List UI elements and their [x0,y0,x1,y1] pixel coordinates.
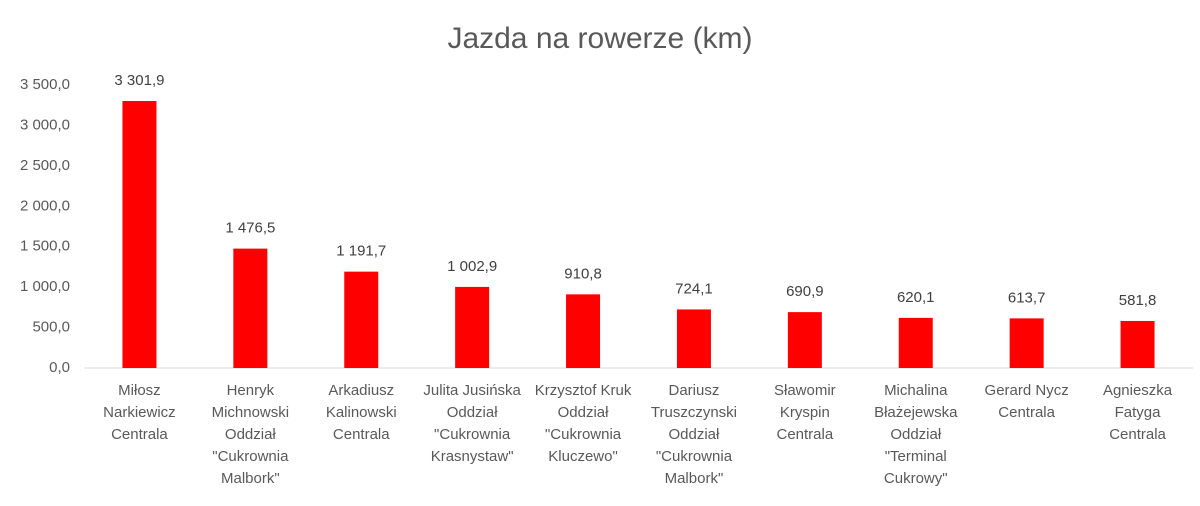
bar [787,312,822,368]
y-tick-label: 3 000,0 [20,116,70,133]
bar [566,294,601,368]
x-tick-label: Julita Jusińska Oddział "Cukrownia Krasn… [423,382,521,465]
x-tick-label: Michalina Błażejewska Oddział "Terminal … [874,382,958,487]
x-tick-label: Arkadiusz Kalinowski Centrala [325,382,397,443]
data-label: 910,8 [564,265,602,282]
bar [898,317,933,368]
x-tick-label: Miłosz Narkiewicz Centrala [103,382,176,443]
data-label: 620,1 [897,289,935,306]
x-tick-label: Sławomir Kryspin Centrala [774,382,836,443]
y-tick-label: 1 500,0 [20,238,70,255]
data-label: 581,8 [1119,292,1157,309]
y-tick-label: 1 000,0 [20,278,70,295]
chart-title: Jazda na rowerze (km) [447,22,752,55]
bar [122,101,157,369]
data-label: 613,7 [1008,289,1046,306]
data-label: 724,1 [675,280,713,297]
x-tick-label: Agnieszka Fatyga Centrala [1102,382,1173,443]
y-tick-label: 0,0 [49,359,70,376]
bar [344,271,379,368]
data-label: 3 301,9 [114,72,164,89]
x-tick-label: Krzysztof Kruk Oddział "Cukrownia Klucze… [534,382,632,465]
y-tick-label: 2 000,0 [20,197,70,214]
x-tick-label: Gerard Nycz Centrala [984,382,1069,421]
data-label: 1 002,9 [447,258,497,275]
data-label: 1 191,7 [336,243,386,260]
bar [1120,320,1155,368]
data-label: 690,9 [786,283,824,300]
data-label: 1 476,5 [225,220,275,237]
y-tick-label: 2 500,0 [20,157,70,174]
x-tick-label: Henryk Michnowski Oddział "Cukrownia Mal… [211,382,290,487]
x-tick-label: Dariusz Truszczynski Oddział "Cukrownia … [650,382,737,487]
bar [1009,318,1044,368]
bar [233,248,268,368]
y-tick-label: 500,0 [32,319,70,336]
y-tick-label: 3 500,0 [20,76,70,93]
bar [676,309,711,368]
bar [455,286,490,368]
